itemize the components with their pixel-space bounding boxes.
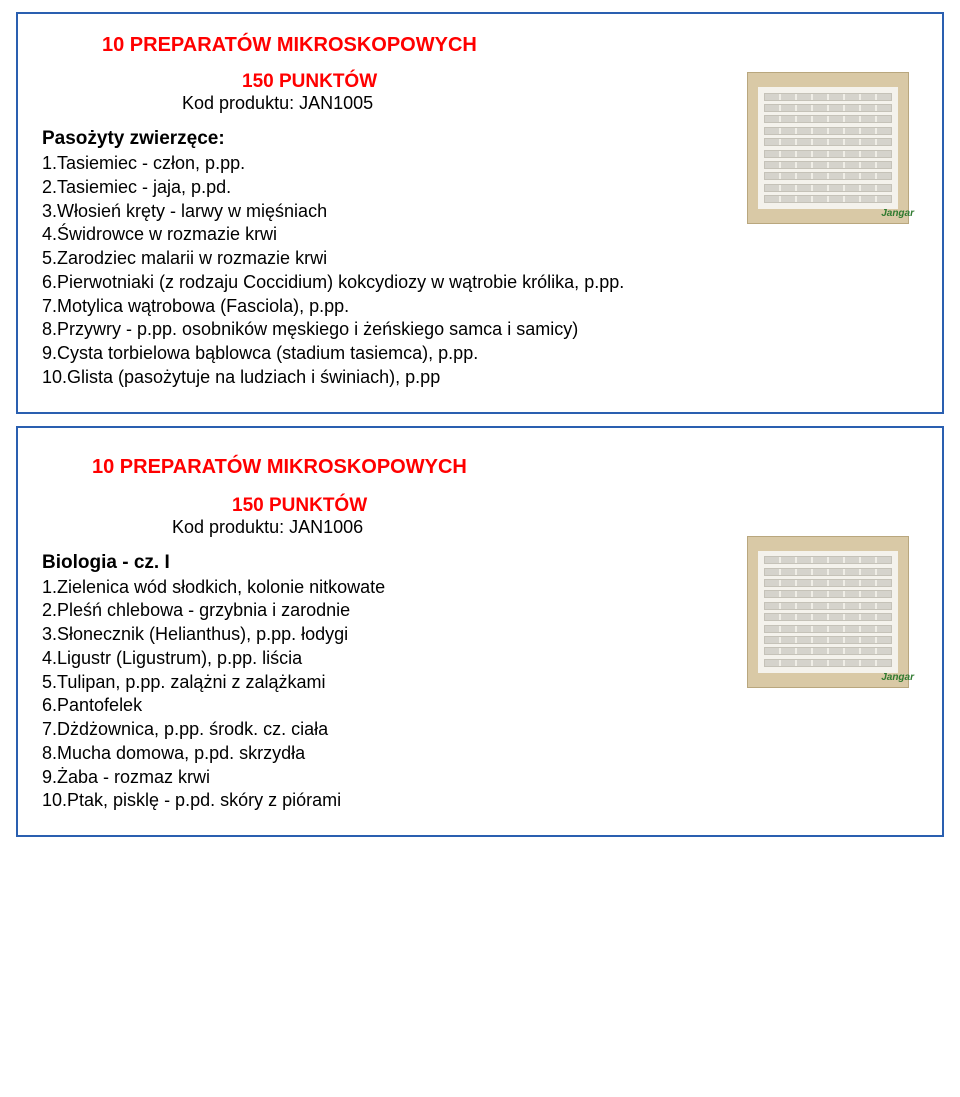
item-list: 1.Tasiemiec - człon, p.pp. 2.Tasiemiec -… xyxy=(42,152,718,390)
slide-row xyxy=(764,590,892,598)
slide-row xyxy=(764,138,892,146)
thumbnail-slides xyxy=(758,87,898,209)
slide-row xyxy=(764,150,892,158)
list-heading: Pasożyty zwierzęce: xyxy=(42,128,718,150)
slide-row xyxy=(764,636,892,644)
text-column: 10 PREPARATÓW MIKROSKOPOWYCH 150 PUNKTÓW… xyxy=(42,32,718,390)
slide-row xyxy=(764,104,892,112)
slide-row xyxy=(764,613,892,621)
slide-row xyxy=(764,184,892,192)
list-item: 9.Cysta torbielowa bąblowca (stadium tas… xyxy=(42,342,718,366)
list-item: 1.Zielenica wód słodkich, kolonie nitkow… xyxy=(42,576,718,600)
product-title: 10 PREPARATÓW MIKROSKOPOWYCH xyxy=(92,456,718,479)
card-inner: 10 PREPARATÓW MIKROSKOPOWYCH 150 PUNKTÓW… xyxy=(42,32,918,390)
list-item: 7.Motylica wątrobowa (Fasciola), p.pp. xyxy=(42,295,718,319)
slide-row xyxy=(764,568,892,576)
card-inner: 10 PREPARATÓW MIKROSKOPOWYCH 150 PUNKTÓW… xyxy=(42,446,918,814)
list-item: 2.Tasiemiec - jaja, p.pd. xyxy=(42,176,718,200)
slide-row xyxy=(764,115,892,123)
list-item: 6.Pierwotniaki (z rodzaju Coccidium) kok… xyxy=(42,271,718,295)
slide-row xyxy=(764,161,892,169)
list-item: 10.Glista (pasożytuje na ludziach i świn… xyxy=(42,366,718,390)
product-thumbnail: Jangar xyxy=(747,72,909,224)
slide-row xyxy=(764,579,892,587)
list-item: 5.Zarodziec malarii w rozmazie krwi xyxy=(42,247,718,271)
list-heading: Biologia - cz. I xyxy=(42,552,718,574)
slide-row xyxy=(764,172,892,180)
product-card-2: 10 PREPARATÓW MIKROSKOPOWYCH 150 PUNKTÓW… xyxy=(16,426,944,838)
list-item: 1.Tasiemiec - człon, p.pp. xyxy=(42,152,718,176)
points-label: 150 PUNKTÓW xyxy=(242,71,718,93)
slide-row xyxy=(764,625,892,633)
text-column: 10 PREPARATÓW MIKROSKOPOWYCH 150 PUNKTÓW… xyxy=(42,446,718,814)
slide-row xyxy=(764,647,892,655)
image-column: Jangar xyxy=(738,446,918,814)
list-item: 3.Włosień kręty - larwy w mięśniach xyxy=(42,200,718,224)
item-list: 1.Zielenica wód słodkich, kolonie nitkow… xyxy=(42,576,718,814)
list-item: 3.Słonecznik (Helianthus), p.pp. łodygi xyxy=(42,623,718,647)
list-item: 6.Pantofelek xyxy=(42,694,718,718)
list-item: 10.Ptak, pisklę - p.pd. skóry z piórami xyxy=(42,789,718,813)
brand-logo: Jangar xyxy=(881,208,914,219)
list-item: 2.Pleśń chlebowa - grzybnia i zarodnie xyxy=(42,599,718,623)
list-item: 4.Świdrowce w rozmazie krwi xyxy=(42,223,718,247)
slide-row xyxy=(764,659,892,667)
thumbnail-slides xyxy=(758,551,898,673)
product-code: Kod produktu: JAN1005 xyxy=(182,93,718,114)
list-item: 8.Mucha domowa, p.pd. skrzydła xyxy=(42,742,718,766)
list-item: 4.Ligustr (Ligustrum), p.pp. liścia xyxy=(42,647,718,671)
product-code: Kod produktu: JAN1006 xyxy=(172,517,718,538)
list-item: 9.Żaba - rozmaz krwi xyxy=(42,766,718,790)
slide-row xyxy=(764,556,892,564)
list-item: 8.Przywry - p.pp. osobników męskiego i ż… xyxy=(42,318,718,342)
product-title: 10 PREPARATÓW MIKROSKOPOWYCH xyxy=(102,34,718,57)
slide-row xyxy=(764,127,892,135)
points-label: 150 PUNKTÓW xyxy=(232,495,718,517)
slide-row xyxy=(764,195,892,203)
product-thumbnail: Jangar xyxy=(747,536,909,688)
image-column: Jangar xyxy=(738,32,918,390)
brand-logo: Jangar xyxy=(881,672,914,683)
list-item: 5.Tulipan, p.pp. zalążni z zalążkami xyxy=(42,671,718,695)
list-item: 7.Dżdżownica, p.pp. środk. cz. ciała xyxy=(42,718,718,742)
slide-row xyxy=(764,602,892,610)
product-card-1: 10 PREPARATÓW MIKROSKOPOWYCH 150 PUNKTÓW… xyxy=(16,12,944,414)
slide-row xyxy=(764,93,892,101)
